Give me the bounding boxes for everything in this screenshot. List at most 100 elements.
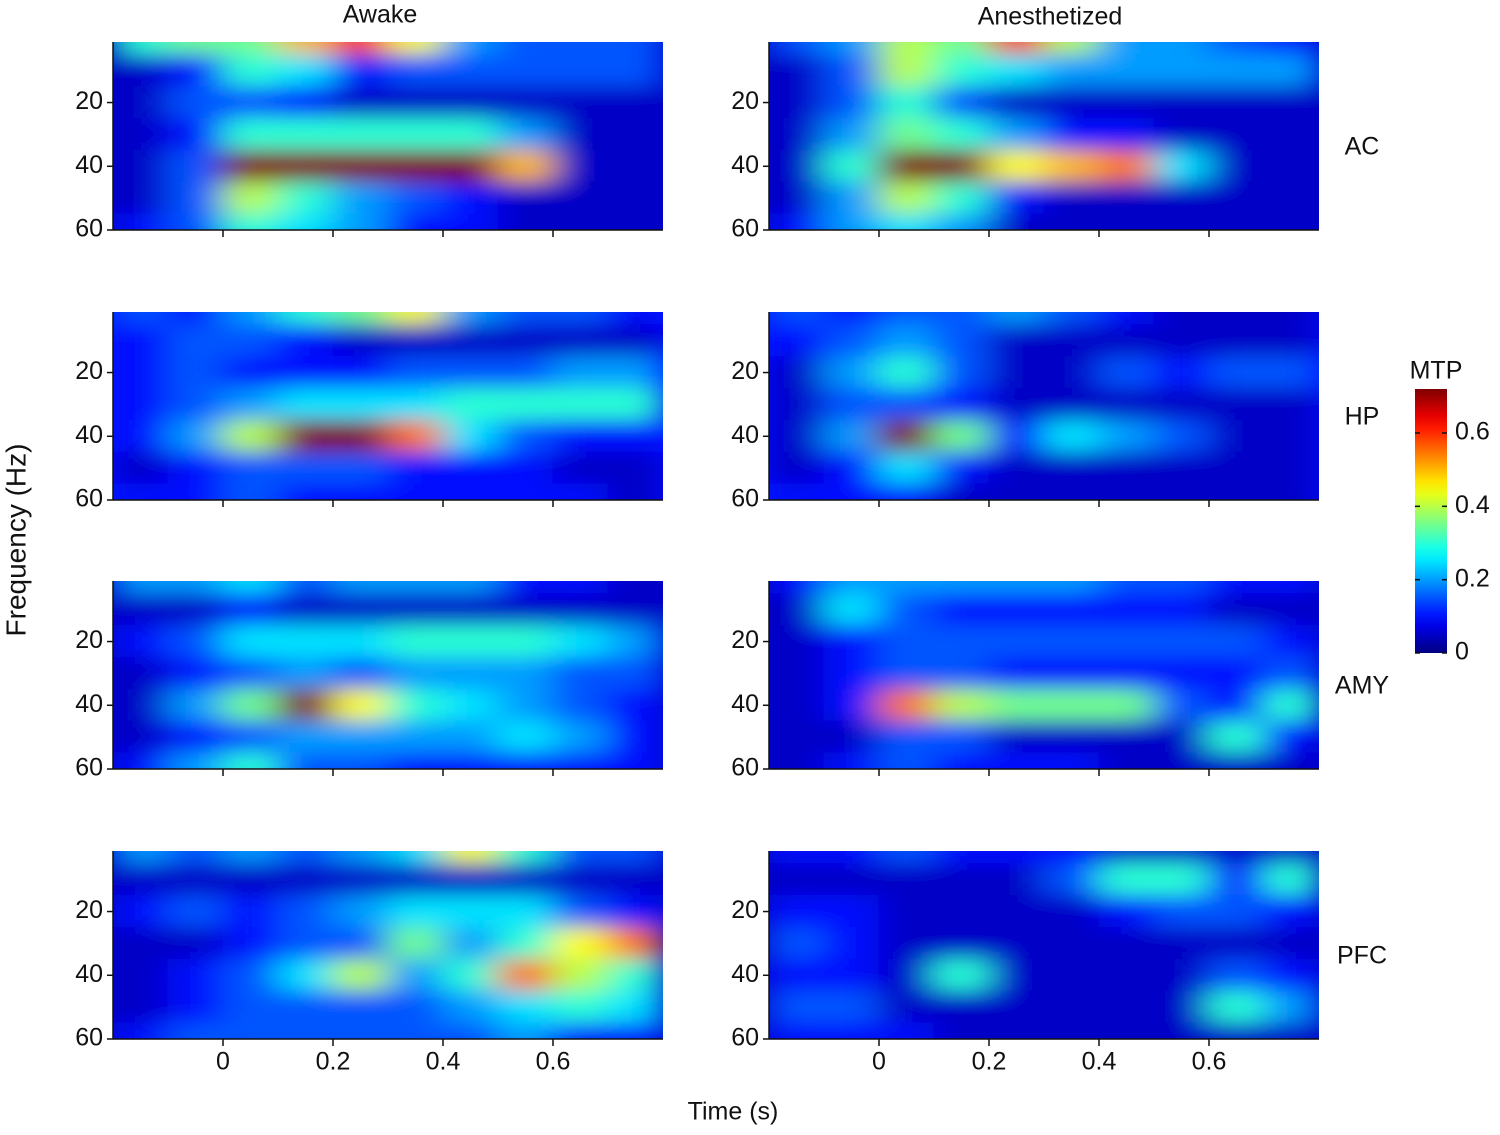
heatmap-cell [113,356,169,389]
heatmap-cell [1208,42,1265,56]
heatmap-cell [769,593,825,627]
heatmap-cell [769,895,825,928]
heatmap-cell [277,581,334,595]
heatmap-cell [497,625,554,658]
heatmap-cell [552,688,609,722]
heatmap-cell [878,720,935,754]
heatmap-cell [1263,483,1319,500]
heatmap-cell [167,117,224,151]
heatmap-cell [988,181,1045,215]
heatmap-cell [167,720,224,754]
y-tick-label: 40 [75,960,103,988]
heatmap-cell [442,117,499,151]
heatmap-cell [823,213,880,230]
heatmap-cell [222,926,279,960]
heatmap-cell [769,926,825,960]
heatmap-cell [222,625,279,658]
heatmap-cell [823,958,880,992]
heatmap-cell [1043,656,1100,690]
heatmap-cell [1043,752,1100,769]
heatmap-cell [878,42,935,56]
heatmap-cell [332,1022,389,1039]
heatmap-cell [222,451,279,485]
heatmap-cell [1153,312,1210,326]
heatmap-cell [1208,213,1265,230]
heatmap-cell [332,863,389,897]
heatmap-cell [552,117,609,151]
heatmap-cell [1263,593,1319,627]
y-tick-label: 60 [75,485,103,513]
heatmap-cell [933,990,990,1024]
heatmap-cell [222,656,279,690]
heatmap-cell [878,149,935,183]
heatmap-cell [1098,656,1155,690]
heatmap-cell [442,895,499,928]
heatmap-cell [497,581,554,595]
x-tick-label: 0.2 [316,1048,351,1076]
y-tick-label: 60 [731,754,759,782]
heatmap-cell [1208,851,1265,865]
heatmap-cell [552,181,609,215]
heatmap-cell [442,688,499,722]
heatmap-cell [387,312,444,326]
heatmap-cell [933,387,990,421]
heatmap-cell [933,720,990,754]
panel [769,312,1319,500]
heatmap-cell [387,593,444,627]
heatmap-cell [823,688,880,722]
heatmap-cell [1263,656,1319,690]
heatmap-cell [607,42,663,56]
heatmap-cell [769,581,825,595]
heatmap-cell [332,213,389,230]
heatmap-cell [933,581,990,595]
heatmap-cell [442,625,499,658]
colorbar-tick-label: 0.2 [1455,564,1490,592]
heatmap-cell [497,181,554,215]
heatmap-cell [1263,419,1319,453]
heatmap-cell [1263,149,1319,183]
heatmap-cell [607,1022,663,1039]
heatmap-cell [497,656,554,690]
heatmap-cell [332,851,389,865]
heatmap-cell [988,926,1045,960]
heatmap-cell [387,42,444,56]
heatmap-cell [1043,324,1100,358]
heatmap-cell [387,990,444,1024]
heatmap-cell [277,181,334,215]
heatmap-cell [387,926,444,960]
heatmap-cell [222,851,279,865]
heatmap-cell [823,324,880,358]
heatmap-cell [823,990,880,1024]
heatmap-cell [222,54,279,88]
panel [769,581,1319,769]
heatmap-cell [607,149,663,183]
heatmap-cell [1098,958,1155,992]
heatmap-cell [332,117,389,151]
heatmap-cell [1208,1022,1265,1039]
heatmap-cell [607,86,663,119]
heatmap-cell [607,656,663,690]
row-label: AMY [1335,672,1390,700]
heatmap-cell [988,387,1045,421]
heatmap-cell [442,312,499,326]
heatmap-cell [988,312,1045,326]
heatmap-cell [1208,656,1265,690]
heatmap-cell [1098,312,1155,326]
heatmap-cell [552,312,609,326]
heatmap-cell [222,863,279,897]
heatmap-cell [988,581,1045,595]
heatmap-cell [823,1022,880,1039]
heatmap-cell [607,863,663,897]
heatmap-cell [769,356,825,389]
heatmap-cell [332,581,389,595]
heatmap-cell [277,625,334,658]
heatmap-cell [823,451,880,485]
heatmap-cell [878,312,935,326]
heatmap-cell [222,593,279,627]
heatmap-cell [552,990,609,1024]
heatmap-cell [1263,581,1319,595]
heatmap [113,312,663,500]
heatmap-cell [769,86,825,119]
heatmap-cell [1153,356,1210,389]
